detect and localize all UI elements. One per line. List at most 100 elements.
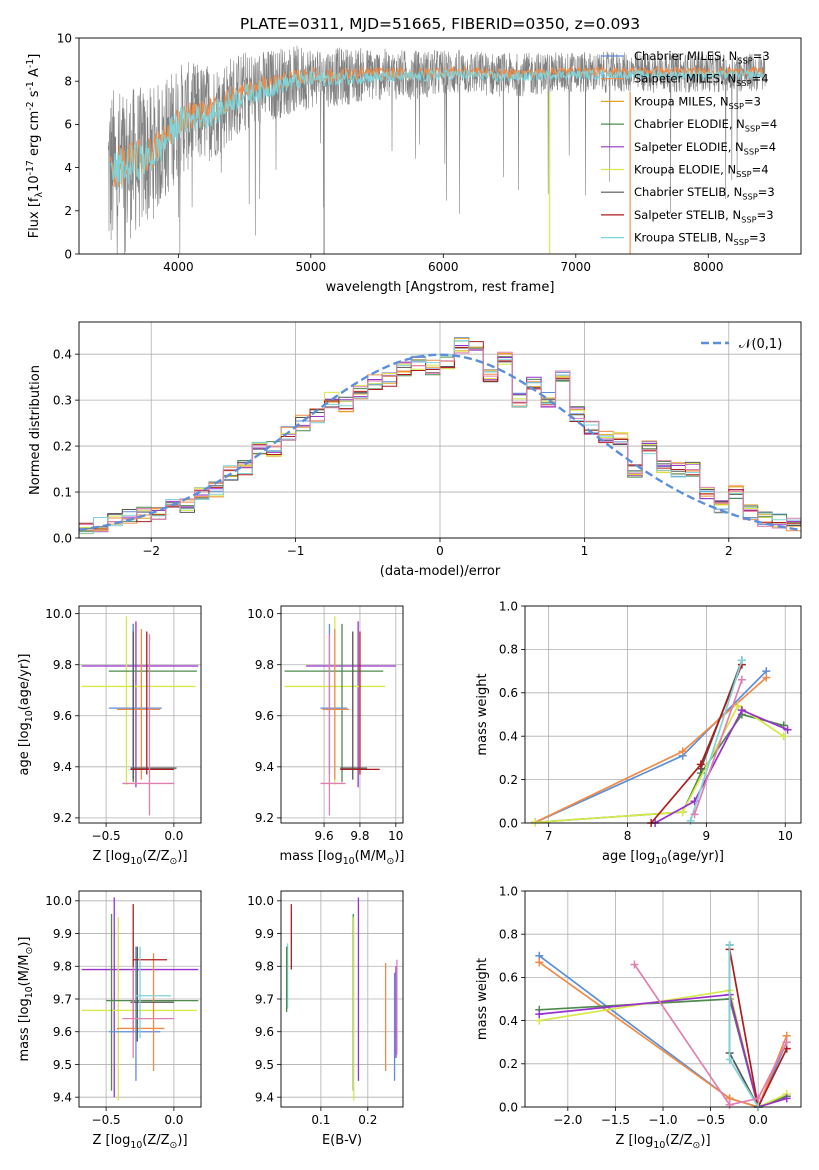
massweight_vs_age-ytick-label: 0.8: [499, 643, 518, 657]
mass_vs_Z-ytick-label: 9.9: [53, 927, 72, 941]
residuals-axes: −2 −1 0 1 2 0.0 0.1 0.2 0.3 0.4 (data-model)/error…: [28, 321, 802, 579]
massweight_vs_Z-marker-kroupa_stelib: [725, 941, 734, 949]
mass_vs_Z-ytick-label: 9.8: [53, 960, 72, 974]
massweight_vs_Z-marker-pink: [725, 1100, 734, 1109]
massweight_vs_Z-xtick-label: −1.0: [648, 1113, 677, 1127]
spectrum-ytick-label: 2: [64, 204, 72, 218]
mass_vs_ebv-ytick-label: 9.5: [255, 1058, 274, 1072]
legend-label-chabrier_elodie: Chabrier ELODIE, NSSP​=4: [634, 117, 777, 133]
spectrum-xtick-label: 6000: [428, 260, 459, 274]
spectrum-ytick-label: 0: [64, 247, 72, 261]
age_vs_Z-ytick-label: 9.6: [53, 709, 72, 723]
legend-label-salpeter_miles: Salpeter MILES, NSSP​=4: [634, 72, 769, 88]
age_vs_Z-ytick-label: 10.0: [45, 607, 72, 621]
age_vs_mass-xtick-label: 9.6: [315, 829, 334, 843]
spectrum-frame: [78, 37, 802, 255]
mass_vs_Z-xtick-label: −0.5: [92, 1113, 121, 1127]
residuals-hist-kroupa_stelib: [79, 340, 801, 534]
massweight_vs_age-marker-salpeter_miles: [678, 747, 687, 756]
massweight_vs_age-marker-kroupa_elodie: [733, 701, 742, 710]
massweight_vs_Z-axes: −2.0 −1.5 −1.0 −0.5 0.0 0.0 0.2 0.4 0.6 0.8 1.0 Z […: [475, 884, 802, 1151]
mass_vs_Z-xtick-label: 0.0: [164, 1113, 183, 1127]
legend-label-kroupa_elodie: Kroupa ELODIE, NSSP​=4: [634, 163, 769, 179]
massweight_vs_age-series-pink: [693, 679, 743, 815]
mass_vs_Z-ylabel: mass [log10​(M/M⊙​)]: [17, 937, 35, 1062]
residuals-xtick-label: 0: [436, 544, 444, 558]
age_vs_Z-frame: [78, 605, 202, 824]
mass_vs_ebv-xlabel: E(B-V): [322, 1133, 362, 1148]
massweight_vs_Z-ytick-label: 0.6: [499, 971, 518, 985]
age_vs_mass-ytick-label: 9.6: [255, 709, 274, 723]
age_vs_mass-xlabel: mass [log10​(M/M⊙​)]: [280, 849, 405, 867]
massweight_vs_Z-xlabel: Z [log10​(Z/Z⊙​)]: [615, 1133, 710, 1151]
massweight_vs_age-frame: [524, 605, 802, 824]
mass_vs_Z-ytick-label: 10.0: [45, 894, 72, 908]
spectrum-model-kroupa_stelib: [110, 67, 764, 189]
mass_vs_Z-axes: −0.5 0.0 9.4 9.5 9.6 9.7 9.8 9.9 10.0 Z [log10​(Z…: [17, 890, 202, 1151]
massweight_vs_Z-series-pink: [633, 963, 788, 1106]
spectrum-observed-line: [107, 45, 766, 254]
legend-label-salpeter_elodie: Salpeter ELODIE, NSSP​=4: [634, 140, 776, 156]
age_vs_Z-xtick-label: −0.5: [92, 829, 121, 843]
mass_vs_ebv-ytick-label: 9.8: [255, 960, 274, 974]
spectrum-xtick-label: 5000: [296, 260, 327, 274]
massweight_vs_age-axes: 7 8 9 10 0.0 0.2 0.4 0.6 0.8 1.0 age [log10​(age/y…: [475, 599, 802, 867]
massweight_vs_age-marker-pink: [690, 810, 699, 819]
massweight_vs_Z-xtick-label: −0.5: [696, 1113, 725, 1127]
mass_vs_Z-ytick-label: 9.5: [53, 1058, 72, 1072]
figure-title: PLATE=0311, MJD=51665, FIBERID=0350, z=0…: [240, 15, 640, 33]
age_vs_Z-ytick-label: 9.4: [53, 760, 72, 774]
massweight_vs_Z-marker-kroupa_stelib: [725, 1055, 734, 1064]
residuals-frame: [78, 321, 802, 539]
legend-label-chabrier_stelib: Chabrier STELIB, NSSP​=3: [634, 185, 775, 201]
massweight_vs_Z-marker-salpeter_miles: [535, 958, 544, 967]
massweight_vs_age-series-kroupa_stelib: [689, 660, 743, 822]
residuals-xtick-label: −1: [287, 544, 305, 558]
spectrum-ytick-label: 8: [64, 75, 72, 89]
residuals-ylabel: Normed distribution: [28, 365, 43, 495]
massweight_vs_age-marker-salpeter_elodie: [783, 725, 792, 734]
legend-label-kroupa_miles: Kroupa MILES, NSSP​=3: [634, 94, 761, 110]
massweight_vs_age-marker-pink: [737, 675, 746, 684]
mass_vs_ebv-ytick-label: 9.6: [255, 1025, 274, 1039]
residuals-ytick-label: 0.1: [53, 485, 72, 499]
massweight_vs_age-series-salpeter_elodie: [654, 709, 788, 824]
massweight_vs_age-marker-kroupa_stelib: [686, 816, 695, 825]
spectrum-ytick-label: 10: [57, 31, 72, 45]
massweight_vs_age-ylabel: mass weight: [475, 673, 490, 755]
age_vs_Z-ytick-label: 9.8: [53, 658, 72, 672]
residuals-xlabel: (data-model)/error: [380, 564, 501, 579]
age_vs_mass-ytick-label: 9.8: [255, 658, 274, 672]
residuals-ytick-label: 0.4: [53, 347, 72, 361]
massweight_vs_Z-series-salpeter_elodie: [539, 993, 787, 1109]
mass_vs_ebv-ytick-label: 9.4: [255, 1090, 274, 1104]
massweight_vs_age-ytick-label: 0.4: [499, 730, 518, 744]
massweight_vs_Z-marker-salpeter_elodie: [782, 1094, 791, 1103]
mass_vs_ebv-axes: 0.1 0.2 9.4 9.5 9.6 9.7 9.8 9.9 10.0 E(B-V): [247, 890, 404, 1148]
massweight_vs_age-marker-kroupa_stelib: [737, 656, 746, 665]
massweight_vs_age-marker-salpeter_stelib: [696, 760, 705, 769]
massweight_vs_Z-ytick-label: 1.0: [499, 884, 518, 898]
massweight_vs_age-ytick-label: 1.0: [499, 599, 518, 613]
massweight_vs_age-ytick-label: 0.6: [499, 686, 518, 700]
mass_vs_ebv-ytick-label: 9.7: [255, 992, 274, 1006]
massweight_vs_Z-frame: [524, 890, 802, 1108]
spectrum-xlabel: wavelength [Angstrom, rest frame]: [326, 280, 555, 295]
massweight_vs_age-xtick-label: 7: [545, 829, 553, 843]
spectrum-legend: Chabrier MILES, NSSP​=3 Salpeter MILES, N…: [601, 49, 777, 247]
massweight_vs_age-marker-kroupa_elodie: [531, 818, 540, 827]
spectrum-ytick-label: 4: [64, 161, 72, 175]
massweight_vs_Z-xtick-label: −1.5: [601, 1113, 630, 1127]
age_vs_mass-frame: [280, 605, 404, 824]
age_vs_mass-xtick-label: 9.8: [350, 829, 369, 843]
age_vs_mass-ytick-label: 9.4: [255, 760, 274, 774]
mass_vs_Z-ytick-label: 9.6: [53, 1025, 72, 1039]
spectrum-ylabel: Flux [fλ​10-17​ erg cm-2​ s-1​ A-1​]: [25, 54, 45, 239]
massweight_vs_Z-ylabel: mass weight: [475, 958, 490, 1040]
residuals-hist-pink: [79, 348, 801, 532]
legend-label-kroupa_stelib: Kroupa STELIB, NSSP​=3: [634, 231, 766, 247]
massweight_vs_Z-marker-pink: [630, 960, 639, 969]
massweight_vs_age-marker-salpeter_elodie: [737, 706, 746, 715]
spectrum-xtick-label: 8000: [693, 260, 724, 274]
